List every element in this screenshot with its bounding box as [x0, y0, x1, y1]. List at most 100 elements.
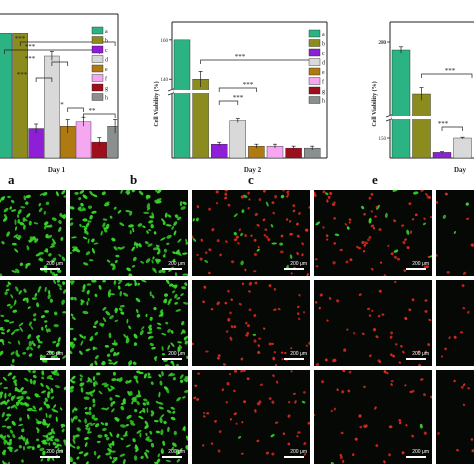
dead-cell: [224, 196, 228, 200]
dead-cell: [396, 257, 400, 261]
dead-cell: [424, 350, 428, 354]
live-cell: [4, 417, 9, 422]
live-cell: [11, 420, 16, 426]
chart-0-legend-label-e: e: [105, 67, 108, 73]
live-cell: [78, 197, 82, 201]
live-cell: [14, 248, 19, 253]
chart-0-legend-swatch-a: [91, 26, 104, 35]
live-cell: [164, 212, 168, 218]
live-cell: [146, 401, 150, 406]
scale-bar-label: 200 μm: [168, 449, 185, 455]
live-cell: [138, 415, 144, 420]
dead-cell: [379, 261, 383, 264]
live-cell: [20, 434, 24, 440]
live-cell: [109, 431, 113, 437]
dead-cell: [289, 232, 293, 236]
live-cell: [138, 410, 144, 414]
live-cell: [120, 402, 127, 405]
dead-cell: [203, 285, 207, 289]
micrograph-cells: [0, 280, 66, 366]
dead-cell: [294, 400, 297, 404]
live-cell: [39, 193, 44, 196]
dead-cell: [308, 206, 310, 209]
live-cell: [16, 396, 22, 400]
dead-cell: [259, 383, 263, 387]
chart-2-bar-a: [391, 49, 411, 159]
live-cell: [45, 233, 49, 239]
dead-cell: [425, 265, 429, 269]
live-cell: [79, 334, 84, 339]
live-cell: [84, 418, 88, 424]
live-cell: [31, 446, 35, 451]
live-cell: [270, 433, 275, 438]
live-cell: [92, 346, 98, 350]
chart-1-legend-swatch-d: [308, 58, 321, 66]
live-cell: [113, 351, 117, 357]
dead-cell: [336, 299, 340, 303]
live-cell: [279, 242, 283, 246]
dead-cell: [263, 327, 266, 330]
dead-cell: [354, 437, 358, 441]
live-cell: [10, 351, 15, 356]
live-cell: [125, 190, 131, 194]
live-cell: [145, 258, 151, 263]
live-cell: [38, 286, 42, 290]
dead-cell: [244, 321, 248, 325]
live-cell: [18, 445, 23, 449]
dead-cell: [406, 246, 410, 250]
live-cell: [108, 443, 112, 449]
live-cell: [114, 394, 121, 398]
live-cell: [110, 442, 114, 446]
live-cell: [117, 209, 122, 214]
live-cell: [131, 246, 136, 252]
live-cell: [48, 224, 53, 228]
live-cell: [126, 191, 131, 195]
dead-cell: [197, 372, 200, 375]
dead-cell: [420, 378, 424, 381]
live-cell: [157, 453, 161, 458]
micrograph-r3-c1: 200 μm: [0, 370, 66, 464]
live-cell: [14, 381, 17, 387]
live-cell: [271, 242, 277, 245]
live-cell: [178, 447, 183, 453]
live-cell: [19, 417, 22, 422]
chart-1-ytick-label: 160: [161, 39, 169, 44]
dead-cell: [436, 254, 438, 257]
live-cell: [11, 358, 15, 363]
micrograph-r1-c2: 200 μm: [70, 190, 188, 276]
live-cell: [40, 390, 47, 394]
live-cell: [50, 428, 54, 432]
dead-cell: [314, 413, 316, 417]
dead-cell: [315, 265, 319, 268]
live-cell: [45, 201, 50, 206]
dead-cell: [274, 364, 278, 366]
dead-cell: [470, 438, 474, 441]
live-cell: [17, 399, 21, 404]
live-cell: [133, 455, 138, 461]
dead-cell: [265, 235, 269, 239]
live-cell: [111, 459, 116, 464]
dead-cell: [208, 207, 212, 211]
live-cell: [84, 411, 89, 415]
dead-cell: [470, 243, 474, 247]
live-cell: [159, 417, 163, 424]
live-cell: [140, 455, 144, 459]
live-cell: [180, 293, 184, 297]
live-cell: [58, 253, 62, 258]
chart-2-ytick-label: 270: [379, 41, 387, 46]
live-cell: [154, 461, 159, 464]
dead-cell: [388, 425, 393, 429]
live-cell: [53, 280, 56, 285]
dead-cell: [411, 434, 414, 438]
live-cell: [18, 290, 22, 295]
scale-bar-label: 200 μm: [46, 261, 63, 267]
dead-cell: [462, 403, 466, 407]
live-cell: [146, 194, 151, 197]
live-cell: [107, 387, 111, 392]
live-cell: [6, 329, 10, 333]
live-cell: [44, 397, 48, 402]
live-cell: [43, 401, 47, 406]
dead-cell: [228, 373, 232, 376]
live-cell: [70, 350, 73, 355]
live-cell: [122, 458, 126, 464]
